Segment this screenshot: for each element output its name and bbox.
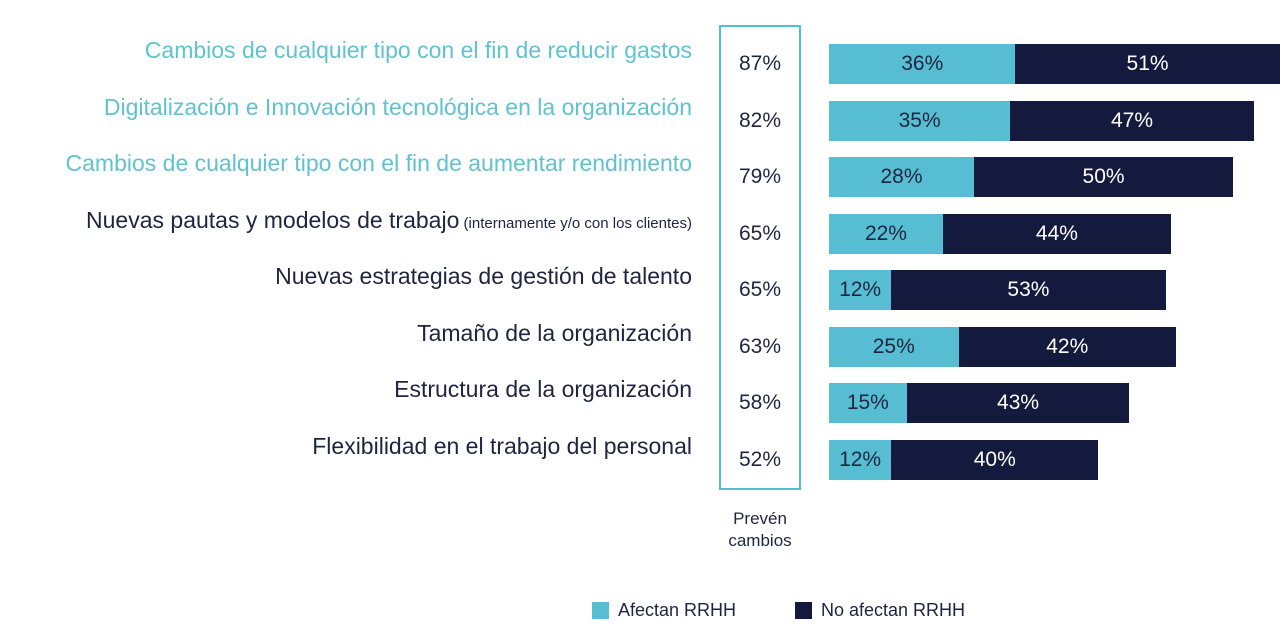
category-label-main: Cambios de cualquier tipo con el fin de …	[144, 37, 692, 63]
total-value: 82%	[738, 108, 782, 132]
bar-segment-no-affect	[906, 383, 1130, 423]
bar-segment-no-affect	[1010, 100, 1254, 141]
total-value: 65%	[738, 221, 782, 245]
category-label-main: Estructura de la organización	[394, 376, 692, 402]
bar-segment-no-affect	[1015, 44, 1280, 84]
category-label: Estructura de la organización	[394, 375, 692, 403]
category-label-note: (internamente y/o con los clientes)	[459, 214, 692, 232]
bar-segment-affect	[829, 270, 892, 310]
category-label: Cambios de cualquier tipo con el fin de …	[66, 149, 692, 177]
legend-item-affect: Afectan RRHH	[592, 600, 736, 621]
bar-segment-affect	[829, 44, 1016, 84]
legend-label-no-affect: No afectan RRHH	[821, 600, 966, 620]
legend-swatch-affect	[592, 602, 609, 619]
category-label-main: Nuevas pautas y modelos de trabajo	[86, 206, 460, 233]
total-value: 58%	[738, 391, 782, 414]
totals-box	[719, 25, 801, 490]
bar-segment-no-affect	[891, 439, 1099, 480]
bar-segment-no-affect	[942, 213, 1171, 254]
total-value: 65%	[738, 278, 782, 301]
bar-segment-affect	[829, 439, 892, 480]
category-label: Cambios de cualquier tipo con el fin de …	[145, 36, 692, 64]
category-label-main: Flexibilidad en el trabajo del personal	[312, 432, 692, 459]
total-value: 79%	[738, 165, 782, 188]
category-label-main: Digitalización e Innovación tecnológica …	[103, 93, 692, 120]
bar-segment-no-affect	[958, 326, 1177, 367]
bar-segment-no-affect	[891, 270, 1166, 310]
category-label: Flexibilidad en el trabajo del personal	[312, 432, 692, 460]
bar-segment-affect	[829, 326, 959, 367]
bar-segment-no-affect	[974, 157, 1234, 197]
bar-segment-affect	[829, 157, 975, 197]
category-label: Nuevas pautas y modelos de trabajo (inte…	[86, 206, 692, 238]
category-label-main: Cambios de cualquier tipo con el fin de …	[65, 150, 692, 176]
legend-swatch-no-affect	[795, 602, 812, 619]
category-label-main: Tamaño de la organización	[417, 319, 692, 346]
category-label-main: Nuevas estrategias de gestión de talento	[275, 263, 692, 289]
bar-segment-affect	[829, 213, 943, 254]
bar-segment-affect	[829, 383, 907, 423]
legend-label-affect: Afectan RRHH	[618, 600, 737, 620]
category-label: Tamaño de la organización	[417, 319, 692, 347]
total-value: 52%	[738, 447, 782, 471]
legend-item-no-affect: No afectan RRHH	[795, 600, 965, 621]
bar-segment-affect	[829, 100, 1011, 141]
totals-caption: Prevén cambios	[728, 509, 792, 550]
category-label: Nuevas estrategias de gestión de talento	[275, 262, 692, 290]
category-label: Digitalización e Innovación tecnológica …	[104, 93, 692, 121]
total-value: 63%	[738, 334, 782, 358]
total-value: 87%	[738, 52, 782, 75]
